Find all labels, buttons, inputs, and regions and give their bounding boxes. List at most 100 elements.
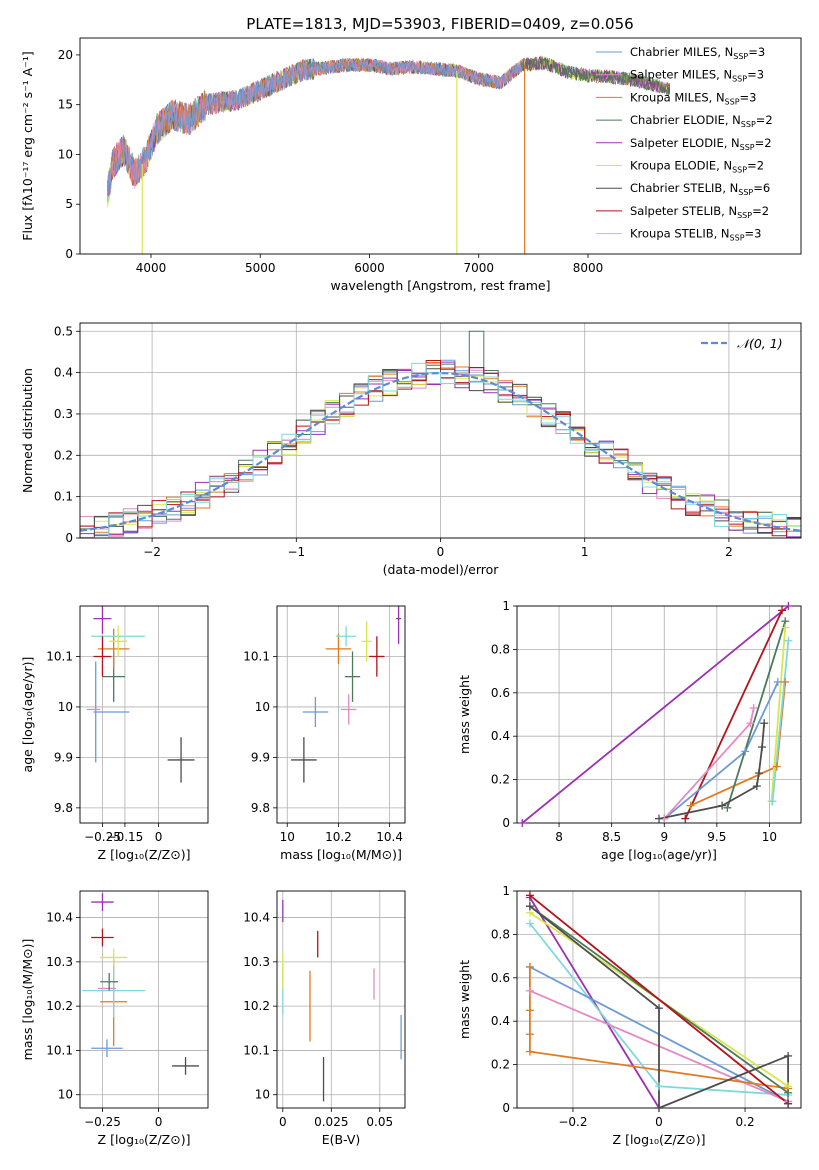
x-tick-label: 0	[279, 1115, 287, 1129]
point-chabrier-stelib	[172, 1057, 200, 1075]
marker-chabrier-elodie	[723, 803, 732, 812]
y-tick-label: 10	[255, 1088, 270, 1102]
marker-salpeter-miles	[525, 986, 534, 995]
y-tick-label: 0	[502, 1101, 510, 1115]
legend-label-salpeter-elodie: Salpeter ELODIE, NSSP=2	[630, 136, 772, 152]
axes-frame	[79, 605, 209, 824]
y-tick-label: 0.1	[54, 490, 73, 504]
y-axis-label: mass weight	[457, 960, 472, 1039]
legend-label-kroupa-miles: Kroupa MILES, NSSP=3	[630, 90, 756, 106]
marker-salpeter-stelib	[525, 891, 534, 900]
marker-kroupa-miles	[781, 677, 790, 686]
y-tick-label: 10.1	[46, 1043, 73, 1057]
marker-kroupa-miles	[772, 762, 781, 771]
axes-frame	[276, 605, 406, 824]
y-tick-label: 9.8	[54, 801, 73, 815]
marker-chabrier-stelib	[752, 782, 761, 791]
y-tick-label: 10	[58, 700, 73, 714]
x-tick-label: −0.25	[84, 1115, 121, 1129]
y-tick-label: 9.9	[251, 750, 270, 764]
chart-mass_weight_vs_age: 8 8.5 9 9.5 10 0 0.2 0.4 0.6 0.8 1 age [log₁₀(age/y…	[457, 599, 802, 862]
x-tick-label: 9	[660, 830, 668, 844]
y-axis-label: mass [log₁₀(M/M⊙)]	[20, 939, 35, 1061]
x-axis-label: age [log₁₀(age/yr)]	[601, 847, 717, 862]
marker-chabrier-stelib	[760, 719, 769, 728]
y-tick-label: 10.2	[243, 999, 270, 1013]
point-salpeter-stelib	[93, 636, 112, 677]
y-tick-label: 0.3	[54, 407, 73, 421]
marker-kroupa-miles	[525, 1047, 534, 1056]
marker-kroupa-miles	[686, 801, 695, 810]
y-tick-label: 9.8	[251, 801, 270, 815]
point-salpeter-stelib	[91, 928, 114, 947]
legend-label-salpeter-stelib: Salpeter STELIB, NSSP=2	[630, 204, 769, 220]
x-tick-label: 1	[581, 545, 589, 559]
point-kroupa-miles	[97, 628, 130, 670]
chart-residuals: −2 −1 0 1 2 0 0.1 0.2 0.3 0.4 0.5 (data-model)/erro…	[20, 322, 802, 577]
point-chabrier-elodie	[344, 651, 361, 702]
legend-label-normal: 𝒩(0, 1)	[737, 336, 783, 351]
x-tick-label: −2	[143, 545, 161, 559]
x-tick-label: 10.2	[325, 830, 352, 844]
x-tick-label: 2	[725, 545, 733, 559]
x-tick-label: 0.05	[366, 1115, 393, 1129]
y-axis-label: age [log₁₀(age/yr)]	[20, 657, 35, 773]
x-tick-label: 0.025	[314, 1115, 348, 1129]
x-tick-label: −0.15	[107, 830, 144, 844]
marker-chabrier-stelib	[525, 902, 534, 911]
x-axis-label: Z [log₁₀(Z/Z⊙)]	[613, 1132, 706, 1147]
point-salpeter-elodie	[396, 606, 402, 644]
marker-salpeter-elodie	[784, 602, 793, 610]
marker-chabrier-stelib	[758, 743, 767, 752]
series-chabrier-stelib	[529, 905, 789, 1108]
plot-area-mass_vs_Z	[82, 893, 200, 1075]
marker-kroupa-miles	[525, 1030, 534, 1039]
point-salpeter-elodie	[91, 893, 114, 911]
plot-area-mass_weight_vs_age	[521, 606, 790, 823]
legend-label-chabrier-stelib: Chabrier STELIB, NSSP=6	[630, 181, 770, 197]
legend-label-kroupa-stelib: Kroupa STELIB, NSSP=3	[630, 227, 761, 243]
chart-mass_weight_vs_Z: −0.2 0 0.2 0 0.2 0.4 0.6 0.8 1 Z [log₁₀(Z/Z⊙)] mas…	[457, 884, 802, 1147]
point-kroupa-elodie	[109, 626, 128, 657]
x-tick-label: 8.5	[602, 830, 621, 844]
x-tick-label: 0	[155, 830, 163, 844]
y-tick-label: 15	[58, 98, 73, 112]
y-axis-label: Flux [fλ10⁻¹⁷ erg cm⁻² s⁻¹ A⁻¹]	[20, 51, 35, 240]
y-tick-label: 5	[65, 197, 73, 211]
x-tick-label: −0.25	[84, 830, 121, 844]
chart-spectrum: 4000 5000 6000 7000 8000 0 5 10 15 20 wavelength […	[20, 37, 802, 293]
marker-chabrier-elodie	[784, 1088, 793, 1097]
y-tick-label: 0.4	[491, 1014, 510, 1028]
y-tick-label: 1	[502, 884, 510, 898]
y-tick-label: 0	[65, 247, 73, 261]
point-salpeter-miles	[341, 694, 357, 725]
series-salpeter-elodie	[521, 606, 789, 823]
axes-frame	[276, 890, 406, 1109]
y-axis-label: Normed distribution	[20, 368, 35, 493]
marker-kroupa-miles	[525, 962, 534, 971]
spectrum-chabrier-miles	[107, 58, 523, 197]
point-kroupa-stelib	[335, 626, 357, 647]
y-tick-label: 0.8	[491, 927, 510, 941]
y-tick-label: 1	[502, 599, 510, 613]
figure-title: PLATE=1813, MJD=53903, FIBERID=0409, z=0…	[246, 15, 633, 33]
point-chabrier-stelib	[167, 737, 195, 783]
marker-chabrier-stelib	[784, 1051, 793, 1060]
x-axis-label: wavelength [Angstrom, rest frame]	[330, 278, 550, 293]
histogram-kroupa-stelib	[80, 362, 801, 538]
x-tick-label: 7000	[463, 261, 494, 275]
chart-age_vs_mass: 10 10.2 10.4 9.8 9.9 10 10.1 mass [log₁₀(M/M⊙)]	[243, 605, 406, 862]
chart-age_vs_Z: −0.25−0.15 0 9.8 9.9 10 10.1 Z [log₁₀(Z/Z⊙)] ag…	[20, 605, 209, 862]
point-kroupa-miles	[325, 633, 352, 665]
marker-salpeter-stelib	[778, 606, 787, 615]
axes-frame	[79, 890, 209, 1109]
y-tick-label: 0	[65, 531, 73, 545]
plot-area-residuals	[80, 330, 801, 538]
marker-kroupa-miles	[525, 1006, 534, 1015]
histogram-salpeter-stelib	[80, 360, 801, 537]
plot-area-spectrum	[107, 55, 670, 254]
marker-chabrier-stelib	[655, 1004, 663, 1013]
y-tick-label: 10	[58, 147, 73, 161]
marker-chabrier-stelib	[718, 801, 727, 810]
